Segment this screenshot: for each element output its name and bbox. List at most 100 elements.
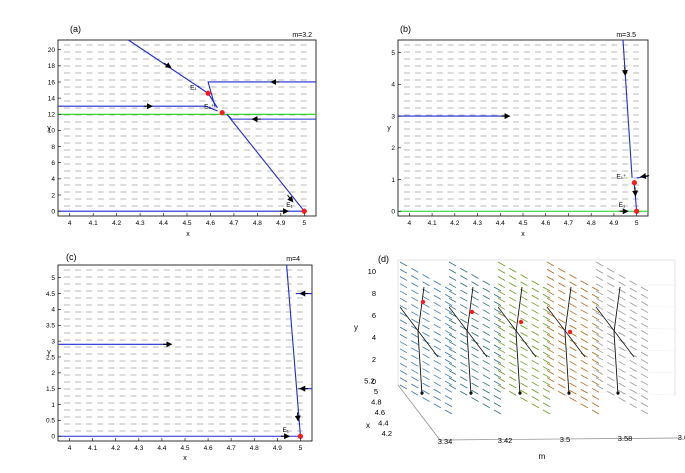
- slice-field-dash: [493, 402, 502, 408]
- slice-field-dash: [471, 389, 479, 395]
- slice-field-dash: [411, 340, 419, 345]
- x-tick-label: 4.1: [428, 220, 437, 227]
- slice-field-dash: [509, 361, 517, 367]
- slice-field-dash: [509, 390, 517, 396]
- y-tick-label: 2.5: [46, 354, 55, 361]
- slice-field-dash: [497, 297, 506, 303]
- slice-field-dash: [607, 376, 615, 382]
- y-tick-label: 6: [372, 311, 376, 320]
- slice-field-dash: [607, 383, 615, 389]
- slice-field-dash: [569, 346, 577, 352]
- slice-field-dash: [460, 275, 468, 280]
- x-tick-label: 4.4: [157, 445, 166, 452]
- slice-field-dash: [444, 387, 453, 393]
- x-tick-label: 4.8: [371, 398, 381, 407]
- trajectory-2: [58, 105, 218, 112]
- slice-field-dash: [531, 309, 539, 315]
- slice-field-dash: [433, 309, 441, 315]
- panel-c-trajectories: [58, 264, 312, 440]
- slice-field-dash: [591, 351, 600, 357]
- slice-field-dash: [629, 309, 637, 315]
- slice-field-dash: [629, 323, 637, 329]
- panel-d-slices: [399, 261, 649, 415]
- slice-field-dash: [569, 295, 577, 301]
- x-tick-label: 4.5: [182, 220, 191, 227]
- m-axis-line: [439, 437, 681, 441]
- slice-m-3.58: [546, 261, 600, 415]
- slice-field-dash: [607, 361, 615, 367]
- slice-field-dash: [448, 326, 457, 332]
- slice-field-dash: [471, 375, 479, 381]
- slice-field-dash: [493, 351, 502, 357]
- slice-field-dash: [607, 318, 615, 324]
- x-tick-label: 5: [302, 220, 306, 227]
- slice-field-dash: [448, 341, 457, 346]
- slice-field-dash: [444, 380, 453, 386]
- slice-field-dash: [546, 297, 555, 303]
- slice-field-dash: [569, 310, 577, 316]
- panel-d-ticks: 3.34 3.42 3.5 3.58 3.66 4.24.4 4.64.8 55.20 2 4 6 8…: [364, 267, 685, 446]
- slice-field-dash: [640, 409, 649, 415]
- slice-field-dash: [591, 380, 600, 386]
- slice-field-dash: [542, 402, 551, 408]
- slice-field-dash: [569, 324, 577, 330]
- slice-field-dash: [607, 267, 615, 273]
- slice-field-dash: [618, 332, 626, 337]
- equilibrium-point: [631, 180, 637, 186]
- y-tick-label: 4.5: [46, 291, 55, 298]
- slice-field-dash: [444, 315, 453, 321]
- panel-b: E₁⁺ E₁ 4 4.1 4.2 4.3 4.4 4.5 4.6 4.7 4.8 4.9 5 0 1 2 3…: [387, 24, 650, 238]
- x-tick-label: 4: [68, 445, 72, 452]
- slice-field-dash: [460, 340, 468, 345]
- x-tick-label: 4.3: [473, 220, 482, 227]
- slice-field-dash: [482, 367, 490, 372]
- slice-field-dash: [531, 302, 539, 307]
- slice-field-dash: [497, 370, 506, 375]
- slice-field-dash: [531, 374, 539, 380]
- slice-field-dash: [520, 375, 528, 381]
- slice-field-dash: [546, 305, 555, 310]
- slice-field-dash: [591, 344, 600, 350]
- slice-field-dash: [580, 403, 588, 409]
- equilibrium-label: E₁: [286, 202, 293, 209]
- x-tick-label: 4.2: [111, 445, 120, 452]
- slice-field-dash: [591, 373, 600, 379]
- slice-field-dash: [433, 316, 441, 322]
- slice-field-dash: [595, 297, 604, 303]
- slice-field-dash: [558, 311, 566, 317]
- slice-field-dash: [493, 380, 502, 386]
- slice-field-dash: [444, 301, 453, 306]
- slice-field-dash: [558, 304, 566, 309]
- slice-field-dash: [629, 396, 637, 401]
- slice-field-dash: [448, 283, 457, 289]
- slice-field-dash: [493, 409, 502, 415]
- slice-field-dash: [531, 316, 539, 322]
- slice-field-dash: [558, 376, 566, 382]
- slice-field-dash: [558, 383, 566, 389]
- slice-trajectory: [564, 286, 572, 396]
- slice-field-dash: [411, 369, 419, 374]
- slice-field-dash: [531, 345, 539, 351]
- slice-field-dash: [433, 294, 441, 300]
- slice-field-dash: [460, 383, 468, 389]
- slice-field-dash: [399, 341, 408, 346]
- slice-field-dash: [629, 381, 637, 387]
- slice-field-dash: [520, 346, 528, 352]
- slice-field-dash: [640, 301, 649, 306]
- trajectory-1: [207, 81, 316, 108]
- slice-field-dash: [497, 319, 506, 325]
- slice-field-dash: [444, 322, 453, 328]
- slice-field-dash: [607, 354, 615, 360]
- slice-field-dash: [580, 302, 588, 307]
- slice-field-dash: [497, 384, 506, 390]
- y-tick-label: 4: [372, 333, 376, 342]
- slice-field-dash: [493, 387, 502, 393]
- slice-field-dash: [448, 290, 457, 296]
- trajectory-arrow: [621, 66, 628, 77]
- slice-field-dash: [591, 293, 600, 299]
- slice-field-dash: [558, 361, 566, 367]
- slice-field-dash: [531, 338, 539, 343]
- slice-field-dash: [520, 389, 528, 395]
- slice-field-dash: [497, 377, 506, 383]
- slice-field-dash: [569, 368, 577, 373]
